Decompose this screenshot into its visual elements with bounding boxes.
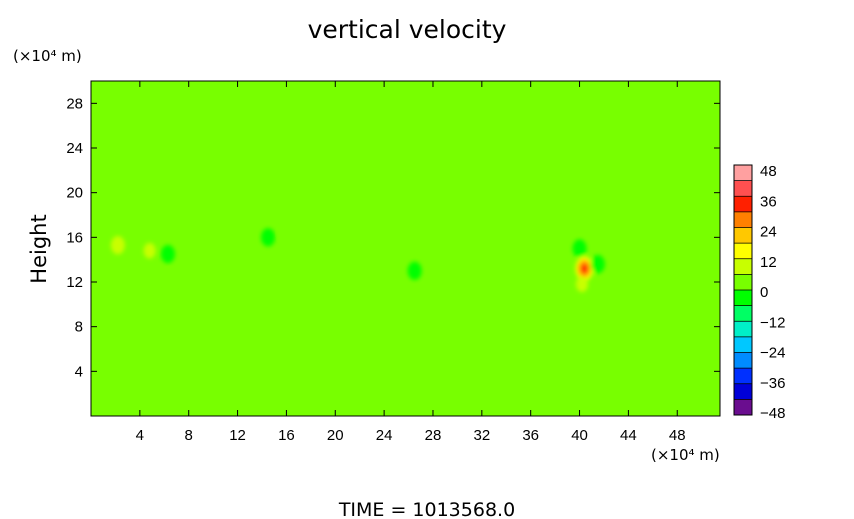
y-tick-label: 16 — [66, 229, 83, 246]
x-tick-label: 28 — [425, 427, 442, 444]
x-axis: 4 8 12 16 20 24 28 32 36 40 44 48 — [136, 81, 686, 444]
heatmap-feature-10 — [261, 228, 276, 247]
x-tick-label: 8 — [185, 427, 193, 444]
colorbar-tick-label: 0 — [760, 284, 768, 301]
heatmap-background — [91, 81, 720, 416]
heatmap-feature-4 — [163, 269, 178, 288]
colorbar-segment — [734, 243, 752, 260]
heatmap-feature-5 — [160, 244, 175, 264]
colorbar-segment — [734, 165, 752, 182]
colorbar-tick-label: 48 — [760, 163, 777, 180]
colorbar-segment — [734, 196, 752, 213]
x-tick-label: 48 — [669, 427, 686, 444]
y-tick-label: 12 — [66, 274, 83, 291]
y-tick-label: 20 — [66, 185, 83, 202]
heatmap-feature-6 — [279, 224, 294, 244]
colorbar-segment — [734, 368, 752, 385]
colorbar-tick-label: 36 — [760, 193, 777, 210]
y-axis: 4 8 12 16 20 24 28 — [66, 95, 720, 380]
heatmap-feature-8 — [523, 223, 538, 242]
y-tick-label: 8 — [75, 319, 83, 336]
x-tick-label: 24 — [376, 427, 393, 444]
colorbar-segment — [734, 290, 752, 307]
colorbar-segment — [734, 352, 752, 369]
plot-frame — [90, 80, 721, 417]
heatmap-feature-11 — [407, 261, 422, 280]
heatmap-features — [110, 211, 709, 293]
colorbar-tick-label: −12 — [760, 314, 785, 331]
y-tick-label: 4 — [75, 363, 83, 380]
colorbar-segment — [734, 227, 752, 244]
y-axis-label: Height — [27, 214, 51, 283]
colorbar-segment — [734, 274, 752, 291]
colorbar-segment — [734, 383, 752, 400]
heatmap-feature-9 — [189, 211, 204, 230]
colorbar-segment — [734, 321, 752, 338]
chart-title: vertical velocity — [308, 15, 507, 44]
heatmap-feature-7 — [694, 250, 709, 269]
colorbar-frame — [733, 164, 753, 416]
heatmap-feature-2 — [143, 242, 156, 259]
x-tick-label: 12 — [229, 427, 246, 444]
y-tick-label: 28 — [66, 95, 83, 112]
heatmap-feature-3 — [110, 236, 125, 255]
x-tick-label: 44 — [620, 427, 637, 444]
heatmap-feature-12 — [572, 239, 587, 258]
x-tick-label: 4 — [136, 427, 144, 444]
colorbar-tick-label: 24 — [760, 224, 777, 241]
y-tick-label: 24 — [66, 140, 83, 157]
x-axis-unit-label: (×10⁴ m) — [651, 446, 720, 464]
colorbar-tick-label: −36 — [760, 375, 785, 392]
colorbar-tick-label: −24 — [760, 345, 785, 362]
x-tick-label: 20 — [327, 427, 344, 444]
heatmap-feature-13 — [590, 255, 605, 274]
heatmap-feature-1 — [575, 276, 588, 293]
x-tick-label: 32 — [473, 427, 490, 444]
colorbar: 48 36 24 12 0 −12 −24 −36 −48 — [733, 163, 785, 422]
colorbar-segment — [734, 211, 752, 228]
heatmap-feature-0-ring-3 — [581, 264, 588, 273]
heatmap-field — [91, 81, 720, 416]
colorbar-segment — [734, 305, 752, 322]
colorbar-segment — [734, 399, 752, 416]
colorbar-segment — [734, 336, 752, 353]
colorbar-tick-label: 12 — [760, 254, 777, 271]
colorbar-tick-label: −48 — [760, 405, 785, 422]
x-tick-label: 40 — [571, 427, 588, 444]
colorbar-segment — [734, 180, 752, 197]
y-axis-unit-label: (×10⁴ m) — [13, 47, 82, 65]
x-tick-label: 16 — [278, 427, 295, 444]
colorbar-segment — [734, 258, 752, 275]
x-tick-label: 36 — [522, 427, 539, 444]
time-label: TIME = 1013568.0 — [338, 499, 515, 519]
